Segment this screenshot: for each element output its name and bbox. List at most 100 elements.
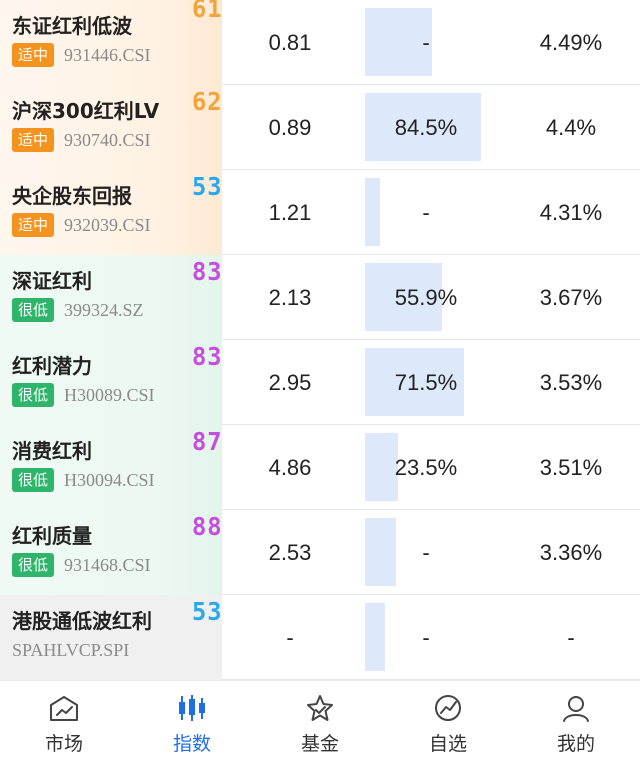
pe-value: 2.13 xyxy=(268,285,312,310)
index-name: 消费红利 xyxy=(12,439,92,463)
valuation-badge: 适中 xyxy=(12,43,55,67)
index-name: 东证红利低波 xyxy=(12,14,132,38)
score-value: 87 xyxy=(192,427,222,456)
market-icon xyxy=(50,696,78,721)
index-code: H30089.CSI xyxy=(64,385,155,405)
index-code: 399324.SZ xyxy=(64,300,144,320)
tab-market[interactable]: 市场 xyxy=(0,681,128,762)
score-value: 88 xyxy=(192,512,222,541)
list-item[interactable]: 沪深300红利LV 适中 930740.CSI 62 0.89 84.5% 4.… xyxy=(0,85,640,170)
percentile-bar-track xyxy=(365,433,487,501)
score-value: 83 xyxy=(192,257,222,286)
valuation-badge: 很低 xyxy=(12,383,55,407)
index-name-cell: 沪深300红利LV 适中 930740.CSI 62 xyxy=(0,85,222,170)
list-item[interactable]: 央企股东回报 适中 932039.CSI 53 1.21 - 4.31% xyxy=(0,170,640,255)
percentile-value: - xyxy=(422,30,430,55)
index-name: 红利潜力 xyxy=(12,354,92,378)
tab-label: 我的 xyxy=(556,733,595,755)
percentile-bar xyxy=(365,518,396,586)
index-code: 931468.CSI xyxy=(64,555,151,575)
percentile-bar xyxy=(365,93,481,161)
pe-value: 0.89 xyxy=(268,115,312,140)
valuation-badge: 很低 xyxy=(12,553,55,577)
profile-icon xyxy=(563,696,589,722)
pe-value: 0.81 xyxy=(268,30,312,55)
percentile-bar xyxy=(365,433,398,501)
score-value: 53 xyxy=(192,597,222,626)
score-value: 53 xyxy=(192,172,222,201)
index-code: 930740.CSI xyxy=(64,130,151,150)
index-name: 深证红利 xyxy=(12,269,92,293)
dividend-yield: 3.67% xyxy=(539,285,603,310)
dividend-yield: 3.51% xyxy=(539,455,603,480)
tab-label: 市场 xyxy=(44,733,83,755)
dividend-yield: 4.31% xyxy=(539,200,603,225)
index-code: SPAHLVCP.SPI xyxy=(12,640,130,660)
percentile-bar-track xyxy=(365,8,487,76)
percentile-bar-track xyxy=(365,348,487,416)
index-name-cell: 红利质量 很低 931468.CSI 88 xyxy=(0,510,222,595)
pe-value: - xyxy=(286,625,294,650)
index-name: 红利质量 xyxy=(12,524,92,548)
pe-value: 2.95 xyxy=(268,370,312,395)
valuation-badge: 很低 xyxy=(12,468,55,492)
index-list: 东证红利低波 适中 931446.CSI 61 0.81 - 4.49% 沪深3… xyxy=(0,0,640,680)
valuation-badge: 适中 xyxy=(12,128,55,152)
index-code: 932039.CSI xyxy=(64,215,151,235)
tab-index[interactable]: 指数 xyxy=(128,681,256,762)
index-name: 港股通低波红利 xyxy=(12,609,152,633)
pe-value: 2.53 xyxy=(268,540,312,565)
percentile-bar-track xyxy=(365,603,487,671)
percentile-value: 55.9% xyxy=(394,285,458,310)
pe-value: 4.86 xyxy=(268,455,312,480)
valuation-badge: 很低 xyxy=(12,298,55,322)
tab-profile[interactable]: 我的 xyxy=(512,681,640,762)
percentile-bar-track xyxy=(365,93,487,161)
list-item[interactable]: 港股通低波红利 SPAHLVCP.SPI 53 - - - xyxy=(0,595,640,680)
fund-star-icon xyxy=(307,695,333,721)
score-value: 61 xyxy=(192,0,222,23)
index-code: H30094.CSI xyxy=(64,470,155,490)
list-item[interactable]: 消费红利 很低 H30094.CSI 87 4.86 23.5% 3.51% xyxy=(0,425,640,510)
percentile-bar-track xyxy=(365,263,487,331)
score-value: 83 xyxy=(192,342,222,371)
index-name-cell: 东证红利低波 适中 931446.CSI 61 xyxy=(0,0,222,85)
tab-label: 指数 xyxy=(172,733,211,755)
dividend-yield: 3.36% xyxy=(539,540,603,565)
percentile-value: 84.5% xyxy=(394,115,458,140)
percentile-bar-track xyxy=(365,518,487,586)
index-code: 931446.CSI xyxy=(64,45,151,65)
percentile-bar xyxy=(365,348,464,416)
dividend-yield: 3.53% xyxy=(539,370,603,395)
score-value: 62 xyxy=(192,87,222,116)
tab-label: 自选 xyxy=(428,733,467,755)
percentile-value: - xyxy=(422,200,430,225)
list-item[interactable]: 深证红利 很低 399324.SZ 83 2.13 55.9% 3.67% xyxy=(0,255,640,340)
percentile-value: - xyxy=(422,625,430,650)
percentile-bar xyxy=(365,8,433,76)
percentile-bar xyxy=(365,178,380,246)
percentile-value: 23.5% xyxy=(394,455,458,480)
tab-label: 基金 xyxy=(300,733,339,755)
index-name-cell: 深证红利 很低 399324.SZ 83 xyxy=(0,255,222,340)
index-name-cell: 红利潜力 很低 H30089.CSI 83 xyxy=(0,340,222,425)
tab-watchlist[interactable]: 自选 xyxy=(384,681,512,762)
dividend-yield: 4.49% xyxy=(539,30,603,55)
percentile-bar xyxy=(365,263,442,331)
index-name-cell: 港股通低波红利 SPAHLVCP.SPI 53 xyxy=(0,595,222,680)
percentile-bar xyxy=(365,603,385,671)
index-name: 央企股东回报 xyxy=(12,184,132,208)
valuation-badge: 适中 xyxy=(12,213,55,237)
index-name-cell: 消费红利 很低 H30094.CSI 87 xyxy=(0,425,222,510)
bottom-tab-bar: 市场 指数 基金 自选 我的 xyxy=(0,680,640,761)
dividend-yield: - xyxy=(567,625,575,650)
pe-value: 1.21 xyxy=(268,200,312,225)
percentile-value: 71.5% xyxy=(394,370,458,395)
index-name-cell: 央企股东回报 适中 932039.CSI 53 xyxy=(0,170,222,255)
list-item[interactable]: 红利潜力 很低 H30089.CSI 83 2.95 71.5% 3.53% xyxy=(0,340,640,425)
index-name: 沪深300红利LV xyxy=(12,99,160,123)
percentile-value: - xyxy=(422,540,430,565)
tab-fund[interactable]: 基金 xyxy=(256,681,384,762)
list-item[interactable]: 东证红利低波 适中 931446.CSI 61 0.81 - 4.49% xyxy=(0,0,640,85)
list-item[interactable]: 红利质量 很低 931468.CSI 88 2.53 - 3.36% xyxy=(0,510,640,595)
